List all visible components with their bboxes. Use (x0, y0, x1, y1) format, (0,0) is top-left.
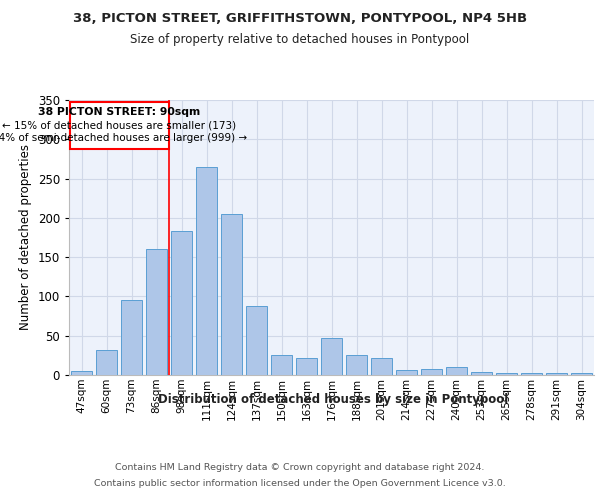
Bar (121, 300, 142, 375)
Text: 84% of semi-detached houses are larger (999) →: 84% of semi-detached houses are larger (… (0, 134, 247, 143)
Bar (246, 306, 267, 375)
Bar (571, 372, 592, 375)
Bar (496, 374, 517, 375)
Text: Contains public sector information licensed under the Open Government Licence v3: Contains public sector information licen… (94, 479, 506, 488)
Bar (171, 231, 192, 375)
Bar (221, 214, 242, 375)
Bar (146, 250, 167, 375)
Bar (296, 358, 317, 375)
Bar (471, 372, 492, 375)
Bar (346, 354, 367, 375)
Text: 38, PICTON STREET, GRIFFITHSTOWN, PONTYPOOL, NP4 5HB: 38, PICTON STREET, GRIFFITHSTOWN, PONTYP… (73, 12, 527, 26)
Bar (446, 367, 467, 375)
Bar (321, 338, 342, 375)
Text: Contains HM Land Registry data © Crown copyright and database right 2024.: Contains HM Land Registry data © Crown c… (115, 462, 485, 471)
Bar (521, 372, 542, 375)
Bar (546, 374, 567, 375)
Bar (371, 358, 392, 375)
FancyBboxPatch shape (70, 102, 169, 148)
Text: ← 15% of detached houses are smaller (173): ← 15% of detached houses are smaller (17… (2, 120, 236, 130)
Y-axis label: Number of detached properties: Number of detached properties (19, 144, 32, 330)
Text: Size of property relative to detached houses in Pontypool: Size of property relative to detached ho… (130, 32, 470, 46)
Bar (71, 371, 92, 375)
Text: 38 PICTON STREET: 90sqm: 38 PICTON STREET: 90sqm (38, 107, 200, 117)
Text: Distribution of detached houses by size in Pontypool: Distribution of detached houses by size … (158, 392, 508, 406)
Bar (271, 354, 292, 375)
Bar (196, 167, 217, 375)
Bar (396, 370, 417, 375)
Bar (96, 350, 117, 375)
Bar (421, 368, 442, 375)
